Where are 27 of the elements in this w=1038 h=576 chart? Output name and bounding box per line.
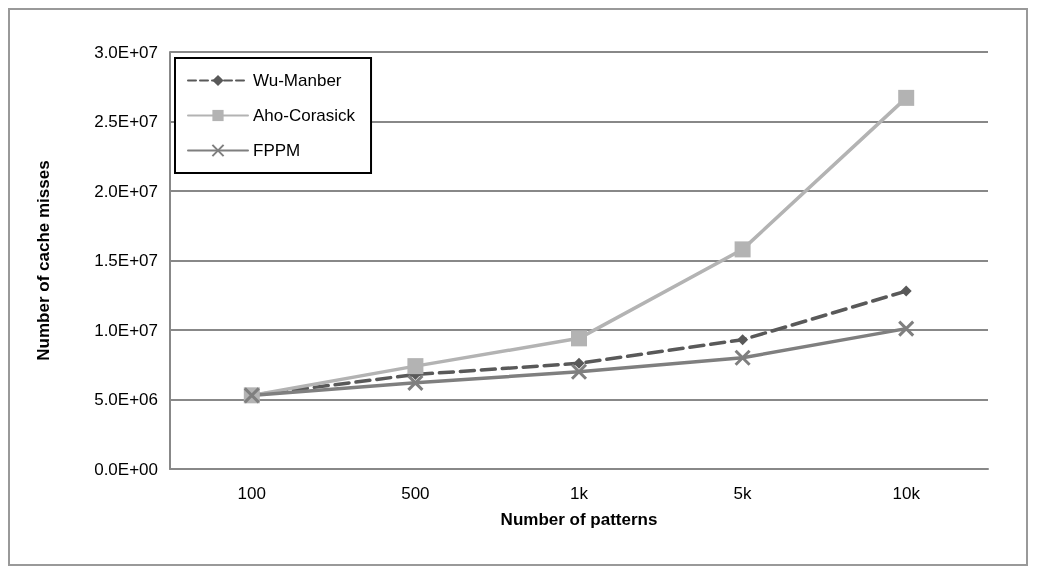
y-tick-label: 2.5E+07 [94,112,158,131]
y-tick-label: 5.0E+06 [94,390,158,409]
x-tick-label: 1k [570,484,589,503]
point [898,89,915,106]
y-tick-label: 1.5E+07 [94,251,158,270]
y-tick-label: 2.0E+07 [94,181,158,201]
point [900,285,912,297]
point [570,363,588,381]
legend-label: Aho-Corasick [253,106,356,125]
point [734,241,751,258]
y-tick-label: 3.0E+07 [94,42,158,62]
x-tick-label: 100 [237,484,266,503]
x-tick-label: 10k [892,484,921,503]
x-tick-label: 5k [733,484,753,503]
x-tick-label: 500 [401,484,430,503]
x-axis-title: Number of patterns [500,510,658,529]
y-tick-label: 0.0E+00 [94,459,158,479]
point [897,320,915,338]
legend-label: Wu-Manber [253,71,342,90]
point [571,330,587,347]
point [406,374,424,392]
y-axis-title: Number of cache misses [34,160,53,361]
point [407,358,424,375]
y-tick-label: 1.0E+07 [94,320,158,340]
point [737,334,749,346]
point [734,349,752,367]
legend-label: FPPM [253,141,301,160]
